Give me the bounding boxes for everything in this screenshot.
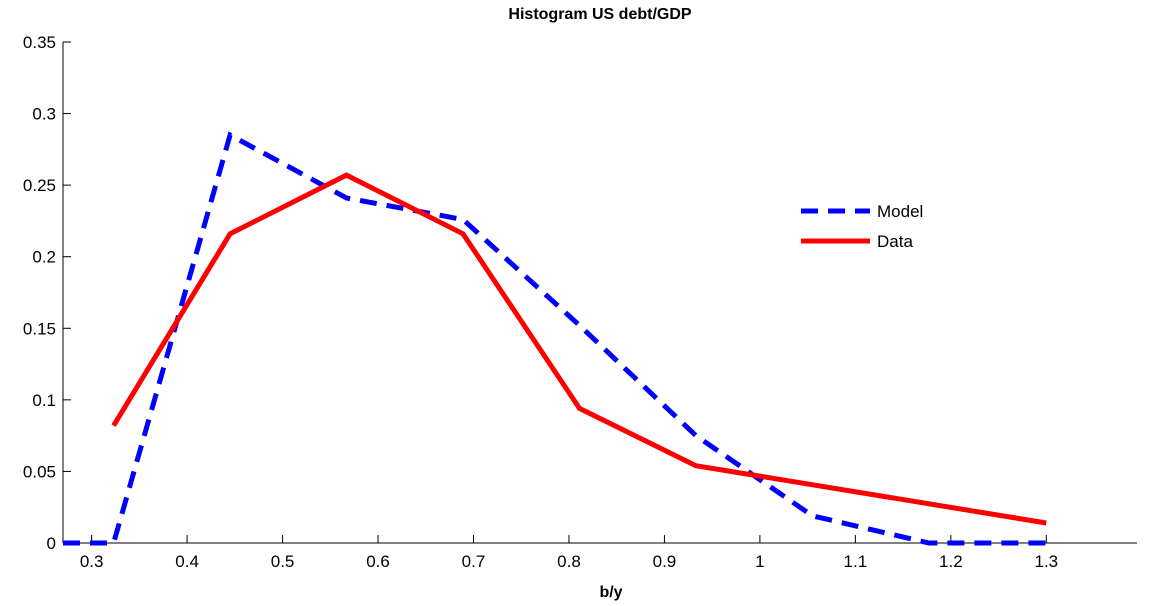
chart-title: Histogram US debt/GDP xyxy=(508,6,691,23)
x-tick-label: 0.6 xyxy=(366,552,390,571)
series-layer xyxy=(63,131,1047,546)
legend-label-model: Model xyxy=(877,202,923,221)
y-tick-label: 0.2 xyxy=(32,248,56,267)
y-tick-label: 0.1 xyxy=(32,391,56,410)
x-tick-label: 1.3 xyxy=(1034,552,1058,571)
x-tick-label: 1.1 xyxy=(844,552,868,571)
x-tick-label: 0.3 xyxy=(80,552,104,571)
x-tick-label: 1.2 xyxy=(939,552,963,571)
y-tick-label: 0.15 xyxy=(23,319,56,338)
series-line-data xyxy=(111,172,1047,526)
x-tick-label: 1 xyxy=(755,552,764,571)
x-tick-label: 0.8 xyxy=(557,552,581,571)
series-line-model xyxy=(63,131,1047,546)
y-tick-label: 0.05 xyxy=(23,462,56,481)
axes: 0.3 0.4 0.5 0.6 0.7 0.8 0.9 1 1.1 1.2 1.3 0 0.05 0.1 0… xyxy=(23,33,1137,571)
x-tick-label: 0.9 xyxy=(653,552,677,571)
legend-label-data: Data xyxy=(877,232,913,251)
y-tick-label: 0.3 xyxy=(32,105,56,124)
y-tick-label: 0 xyxy=(47,534,56,553)
x-tick-label: 0.4 xyxy=(175,552,199,571)
legend: Model Data xyxy=(801,202,923,251)
x-tick-label: 0.7 xyxy=(462,552,486,571)
y-tick-label: 0.35 xyxy=(23,33,56,52)
x-axis-label: b/y xyxy=(599,584,622,601)
y-tick-label: 0.25 xyxy=(23,176,56,195)
x-tick-label: 0.5 xyxy=(271,552,295,571)
